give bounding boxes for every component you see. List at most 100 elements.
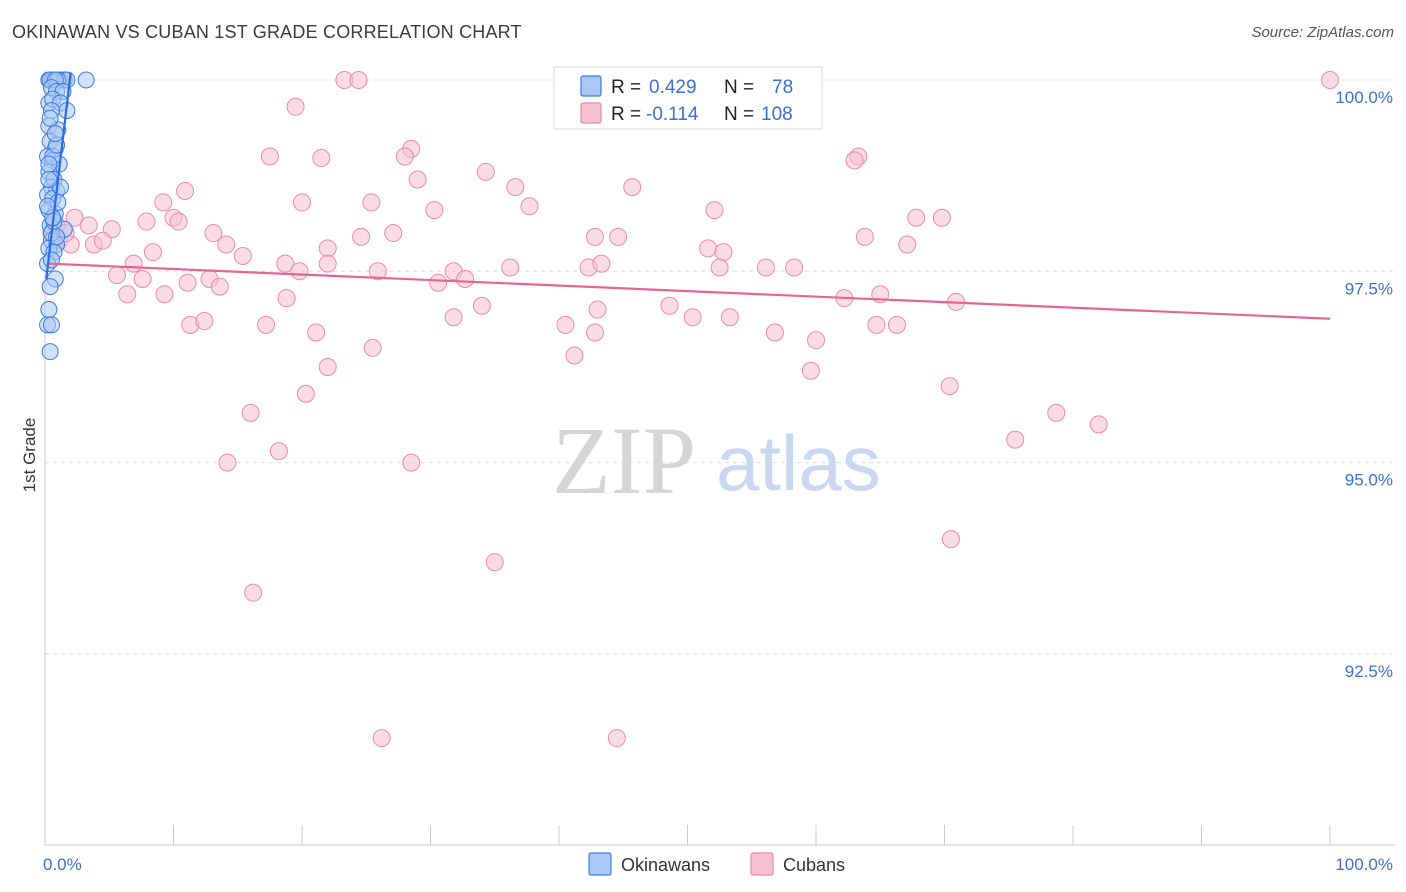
cuban-point (1047, 403, 1066, 422)
cuban-point (855, 227, 874, 246)
y-tick-label: 100.0% (1335, 88, 1393, 107)
cuban-point (133, 269, 152, 288)
cuban-point (710, 258, 729, 277)
cuban-point (244, 583, 263, 602)
watermark-atlas: atlas (716, 419, 881, 507)
cuban-point (143, 243, 162, 262)
cuban-point (65, 208, 84, 227)
y-tick-label: 95.0% (1345, 471, 1393, 490)
cuban-point (1321, 71, 1339, 89)
cuban-point (556, 315, 575, 334)
cuban-point (286, 97, 305, 116)
cuban-point (79, 216, 98, 235)
cuban-point (260, 147, 279, 166)
okinawan-point (41, 278, 59, 296)
legend-r-label-2: R = (611, 104, 641, 125)
cuban-point (907, 208, 926, 227)
stats-legend: R = 0.429 N = 78 R = -0.114 N = 108 (553, 66, 823, 130)
cuban-point (425, 201, 444, 220)
cuban-point (1006, 430, 1025, 449)
cuban-point (155, 285, 174, 304)
cuban-point (585, 227, 604, 246)
okinawan-point (40, 170, 58, 188)
cuban-point (785, 258, 804, 277)
y-axis-title: 1st Grade (20, 418, 39, 493)
cuban-point (233, 246, 252, 265)
cuban-point (1089, 415, 1108, 434)
legend-r-value-1: 0.429 (649, 77, 697, 98)
watermark: ZIP atlas (552, 407, 881, 514)
cuban-point (195, 312, 214, 331)
cuban-point (887, 315, 906, 334)
cuban-point (444, 308, 463, 327)
y-tick-label: 92.5% (1345, 662, 1393, 681)
cuban-point (456, 269, 475, 288)
cuban-point (277, 289, 296, 308)
cuban-point (363, 338, 382, 357)
cuban-point (176, 181, 195, 200)
series-legend: Okinawans Cubans (588, 852, 845, 876)
legend-n-value-2: 108 (761, 104, 793, 125)
cuban-point (609, 227, 628, 246)
cuban-point (169, 212, 188, 231)
legend-okinawans-label: Okinawans (621, 855, 710, 875)
watermark-zip: ZIP (552, 407, 696, 514)
cuban-point (269, 442, 288, 461)
cuban-point (940, 377, 959, 396)
cuban-point (368, 262, 387, 281)
cuban-point (137, 212, 156, 231)
cuban-point (720, 308, 739, 327)
cuban-point (362, 193, 381, 212)
cuban-point (318, 239, 337, 258)
cuban-point (588, 300, 607, 319)
cuban-point (714, 243, 733, 262)
cuban-point (210, 277, 229, 296)
cuban-point (154, 193, 173, 212)
cuban-point (585, 323, 604, 342)
cuban-point (623, 178, 642, 197)
okinawan-point (41, 109, 59, 127)
cuban-point (93, 231, 112, 250)
cuban-point (932, 208, 951, 227)
x-tick-label-min: 0.0% (43, 855, 82, 874)
trend-lines (45, 72, 1331, 320)
okinawan-point (42, 316, 60, 334)
cuban-point (520, 197, 539, 216)
okinawan-point (40, 155, 58, 173)
cuban-trend-line (48, 262, 1331, 320)
okinawan-point (77, 71, 95, 89)
cuban-point (218, 453, 237, 472)
x-tick-label-max: 100.0% (1335, 855, 1393, 874)
cuban-point (607, 729, 626, 748)
cuban-point (276, 254, 295, 273)
cuban-point (501, 258, 520, 277)
cuban-point (318, 254, 337, 273)
cuban-point (941, 530, 960, 549)
cuban-point (402, 453, 421, 472)
cuban-point (307, 323, 326, 342)
cuban-point (699, 239, 718, 258)
legend-n-label-2: N = (724, 104, 754, 125)
cuban-point (293, 193, 311, 212)
cuban-point (241, 403, 260, 422)
cuban-point (384, 224, 403, 243)
cuban-point (565, 346, 584, 365)
cuban-point (372, 729, 391, 748)
cuban-point (124, 254, 143, 273)
cuban-point (845, 151, 864, 170)
legend-cubans-label: Cubans (783, 855, 845, 875)
cuban-point (506, 178, 525, 197)
cuban-point (756, 258, 775, 277)
okinawan-point (46, 125, 64, 143)
cuban-point (429, 273, 448, 292)
cuban-point (476, 162, 495, 181)
cuban-point (217, 235, 236, 254)
cuban-point (312, 149, 331, 168)
okinawan-points (39, 71, 95, 361)
cuban-point (807, 331, 825, 350)
cuban-point (318, 357, 337, 376)
okinawan-swatch (580, 75, 602, 97)
cuban-point (408, 170, 427, 189)
cuban-point (898, 235, 917, 254)
